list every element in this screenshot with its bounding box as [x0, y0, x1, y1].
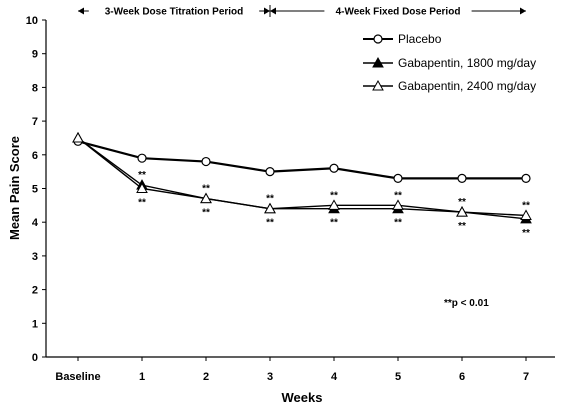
data-point-open-triangle: [264, 202, 276, 214]
significance-star-above: **: [266, 194, 274, 205]
series-markers-0: [73, 136, 531, 183]
period-arrowhead: [78, 7, 84, 15]
data-point-open-circle: [201, 156, 211, 167]
data-point-open-triangle: [372, 79, 384, 91]
significance-star-below: **: [266, 218, 274, 229]
data-point-open-triangle: [392, 199, 404, 210]
data-point-open-circle: [393, 173, 403, 183]
x-tick-label: Baseline: [55, 371, 100, 383]
significance-markers: ** ** ** ** ** ** ** ** ** ** ** ** ** **: [138, 170, 530, 239]
x-tick-label: 4: [331, 371, 338, 383]
y-tick-label: 1: [32, 318, 38, 330]
y-tick-label: 10: [26, 15, 38, 27]
significance-star-above: **: [394, 190, 402, 201]
series-markers-2: [72, 131, 532, 220]
x-tick-label: 1: [139, 371, 145, 383]
data-point-open-circle: [521, 173, 531, 183]
series-line: [77, 140, 526, 180]
y-tick-label: 3: [32, 251, 38, 263]
legend-label: Placebo: [398, 32, 442, 46]
y-tick-label: 0: [32, 352, 38, 364]
legend-label: Gabapentin, 1800 mg/day: [398, 56, 536, 70]
y-tick-label: 4: [32, 217, 39, 229]
data-point-open-triangle: [136, 182, 148, 193]
period-arrowhead: [270, 7, 276, 15]
series-2: [77, 137, 527, 217]
significance-star-above: **: [522, 200, 530, 211]
x-axis-title: Weeks: [282, 390, 323, 405]
legend: Placebo Gabapentin, 1800 mg/day Gabapentin…: [363, 32, 536, 93]
significance-note: **p < 0.01: [444, 298, 489, 309]
period-label: 3-Week Dose Titration Period: [105, 7, 244, 18]
y-axis-title: Mean Pain Score: [7, 136, 22, 240]
axes: 0 1 2 3 4 5 6 7 8 9 10 Baseline 1 2 3 4 5 6 7: [26, 15, 555, 383]
significance-star-below: **: [330, 218, 338, 229]
period-arrowhead: [520, 7, 526, 15]
series-line: [77, 137, 527, 217]
significance-star-below: **: [138, 198, 146, 209]
y-tick-label: 6: [32, 150, 38, 162]
data-point-open-triangle: [328, 199, 340, 210]
significance-star-above: **: [330, 190, 338, 201]
x-tick-label: 3: [267, 371, 273, 383]
data-point-open-circle: [265, 167, 275, 177]
x-tick-label: 5: [395, 371, 401, 383]
data-point-filled-triangle: [372, 56, 384, 68]
data-point-open-triangle: [456, 206, 468, 217]
y-tick-label: 2: [32, 285, 38, 297]
data-point-open-circle: [457, 173, 467, 183]
period-label: 4-Week Fixed Dose Period: [336, 7, 461, 18]
significance-star-below: **: [394, 218, 402, 229]
y-tick-label: 9: [32, 49, 38, 61]
series-layer: [72, 131, 532, 224]
data-point-open-triangle: [200, 192, 212, 204]
significance-star-above: **: [138, 170, 146, 181]
data-point-open-circle: [137, 153, 147, 163]
significance-star-above: **: [458, 197, 466, 208]
y-tick-label: 8: [32, 82, 38, 94]
data-point-open-circle: [329, 163, 339, 173]
data-point-open-circle: [373, 34, 383, 44]
x-tick-label: 7: [523, 371, 529, 383]
data-point-open-triangle: [520, 209, 532, 220]
y-tick-label: 7: [32, 116, 38, 128]
legend-label: Gabapentin, 2400 mg/day: [398, 79, 536, 93]
x-tick-label: 2: [203, 371, 209, 383]
series-0: [77, 140, 526, 180]
significance-star-below: **: [202, 208, 210, 219]
y-tick-label: 5: [32, 184, 38, 196]
period-bar: 3-Week Dose Titration Period 4-Week Fixed…: [78, 5, 526, 18]
significance-star-above: **: [202, 184, 210, 195]
significance-star-below: **: [458, 221, 466, 232]
x-tick-label: 6: [459, 371, 465, 383]
significance-star-below: **: [522, 228, 530, 239]
period-arrowhead: [264, 7, 270, 15]
data-point-open-triangle: [72, 131, 84, 143]
